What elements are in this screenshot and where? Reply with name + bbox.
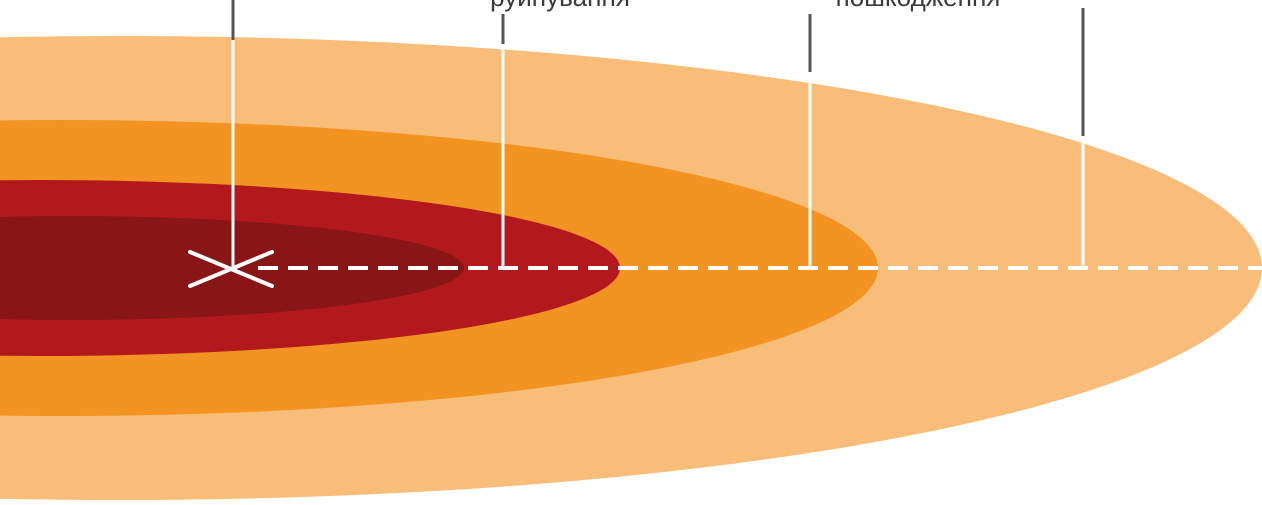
- zone-label-destruction: руйнування: [490, 0, 630, 12]
- zone-label-damage: пошкодження: [836, 0, 1001, 12]
- epicenter-cross-icon: [188, 250, 274, 288]
